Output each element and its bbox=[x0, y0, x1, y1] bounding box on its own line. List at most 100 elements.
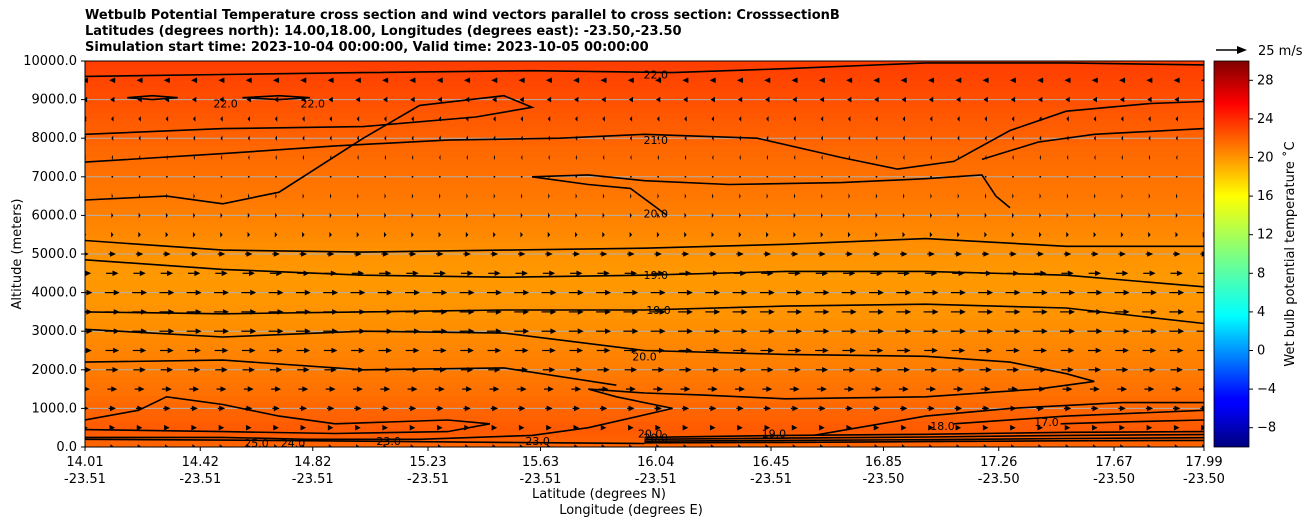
wind-vector bbox=[514, 347, 529, 354]
wind-vector bbox=[493, 231, 496, 238]
wind-vector bbox=[241, 347, 256, 354]
wind-vector bbox=[1034, 270, 1047, 277]
wind-vector bbox=[486, 309, 502, 315]
wind-vector bbox=[1118, 405, 1126, 412]
wind-vector bbox=[1142, 347, 1157, 354]
wind-vector bbox=[269, 347, 283, 354]
wind-vector bbox=[191, 77, 198, 84]
wind-vector bbox=[193, 135, 196, 141]
wind-vector bbox=[355, 424, 361, 431]
wind-vector bbox=[161, 386, 172, 392]
wind-vector bbox=[192, 444, 197, 447]
wind-vector bbox=[245, 77, 252, 84]
wind-vector bbox=[953, 386, 964, 392]
wind-vector bbox=[1092, 96, 1097, 103]
wind-vector bbox=[657, 135, 660, 141]
wind-vector bbox=[1121, 135, 1124, 141]
wind-vector bbox=[542, 270, 556, 277]
wind-vector bbox=[983, 96, 988, 103]
wind-vector bbox=[1032, 289, 1048, 296]
wind-vector bbox=[165, 231, 169, 238]
wind-vector bbox=[269, 367, 283, 373]
contour-line bbox=[644, 439, 1204, 444]
wind-vector bbox=[326, 405, 335, 412]
wind-vector bbox=[760, 347, 775, 354]
wind-vector bbox=[356, 135, 359, 141]
wind-vector bbox=[846, 77, 853, 84]
y-tick-label: 3000.0 bbox=[32, 324, 78, 339]
wind-vector bbox=[85, 252, 89, 256]
wind-vector bbox=[1197, 369, 1204, 371]
x-tick-label-latitude: 17.26 bbox=[980, 455, 1017, 470]
wind-vector bbox=[930, 212, 933, 219]
wind-vector bbox=[514, 328, 530, 334]
wind-vector bbox=[684, 175, 687, 178]
wind-vector bbox=[541, 289, 557, 296]
wind-vector bbox=[411, 231, 414, 238]
colorbar-tick-label: 24 bbox=[1257, 112, 1274, 127]
contour-label: 19.0 bbox=[762, 427, 787, 440]
wind-vector bbox=[542, 347, 556, 354]
wind-vector bbox=[138, 175, 141, 178]
wind-vector bbox=[711, 135, 714, 141]
wind-vector bbox=[85, 386, 90, 392]
wind-vector bbox=[1117, 386, 1128, 392]
wind-vector bbox=[241, 309, 257, 315]
wind-vector bbox=[683, 96, 688, 103]
wind-vector bbox=[377, 309, 393, 315]
wind-vector bbox=[329, 231, 332, 238]
quiver-key: 25 m/s bbox=[1216, 44, 1303, 59]
wind-vector bbox=[301, 444, 306, 447]
colorbar-tick-label: 28 bbox=[1257, 73, 1274, 88]
wind-vector bbox=[1062, 386, 1073, 392]
wind-vector bbox=[166, 193, 168, 199]
wind-vector bbox=[466, 135, 469, 141]
wind-vector bbox=[274, 116, 278, 122]
wind-vector bbox=[466, 154, 468, 161]
wind-vector bbox=[1144, 386, 1155, 392]
temperature-band bbox=[85, 254, 1204, 262]
wind-vector bbox=[1007, 386, 1018, 392]
wind-vector bbox=[1200, 251, 1204, 257]
wind-vector bbox=[629, 231, 633, 238]
wind-vector bbox=[573, 77, 580, 84]
x-tick-label-latitude: 15.63 bbox=[522, 455, 559, 470]
wind-vector bbox=[979, 367, 992, 373]
wind-vector bbox=[405, 347, 420, 354]
wind-vector bbox=[268, 289, 284, 296]
wind-vector bbox=[820, 212, 823, 219]
wind-vector bbox=[816, 386, 827, 392]
wind-vector bbox=[957, 175, 960, 178]
wind-vector bbox=[1038, 444, 1043, 447]
wind-vector bbox=[519, 96, 524, 103]
wind-vector bbox=[410, 444, 415, 447]
wind-vector bbox=[296, 347, 311, 354]
wind-vector bbox=[792, 444, 797, 447]
wind-vector bbox=[272, 405, 280, 412]
colorbar-tick-label: 8 bbox=[1257, 266, 1265, 281]
wind-vector bbox=[653, 386, 664, 392]
wind-vector bbox=[684, 212, 687, 219]
wind-vector bbox=[629, 212, 632, 219]
wind-vector bbox=[680, 386, 691, 392]
wind-vector bbox=[818, 77, 826, 84]
wind-vector bbox=[950, 328, 966, 334]
wind-vector bbox=[1087, 328, 1103, 334]
wind-vector bbox=[1174, 444, 1179, 447]
wind-vector bbox=[297, 367, 310, 373]
wind-vector bbox=[624, 367, 638, 373]
wind-vector bbox=[1201, 98, 1204, 101]
wind-vector bbox=[104, 328, 120, 334]
y-tick-label: 0.0 bbox=[56, 440, 77, 455]
wind-vector bbox=[957, 193, 959, 199]
y-tick-label: 1000.0 bbox=[32, 401, 78, 416]
wind-vector bbox=[272, 251, 280, 257]
wind-vector bbox=[684, 154, 687, 161]
wind-vector bbox=[329, 175, 332, 178]
wind-vector bbox=[438, 212, 441, 219]
wind-vector bbox=[1120, 116, 1124, 122]
temperature-band bbox=[85, 170, 1204, 178]
wind-vector bbox=[979, 270, 992, 277]
wind-vector bbox=[107, 386, 118, 392]
wind-vector bbox=[983, 444, 988, 447]
